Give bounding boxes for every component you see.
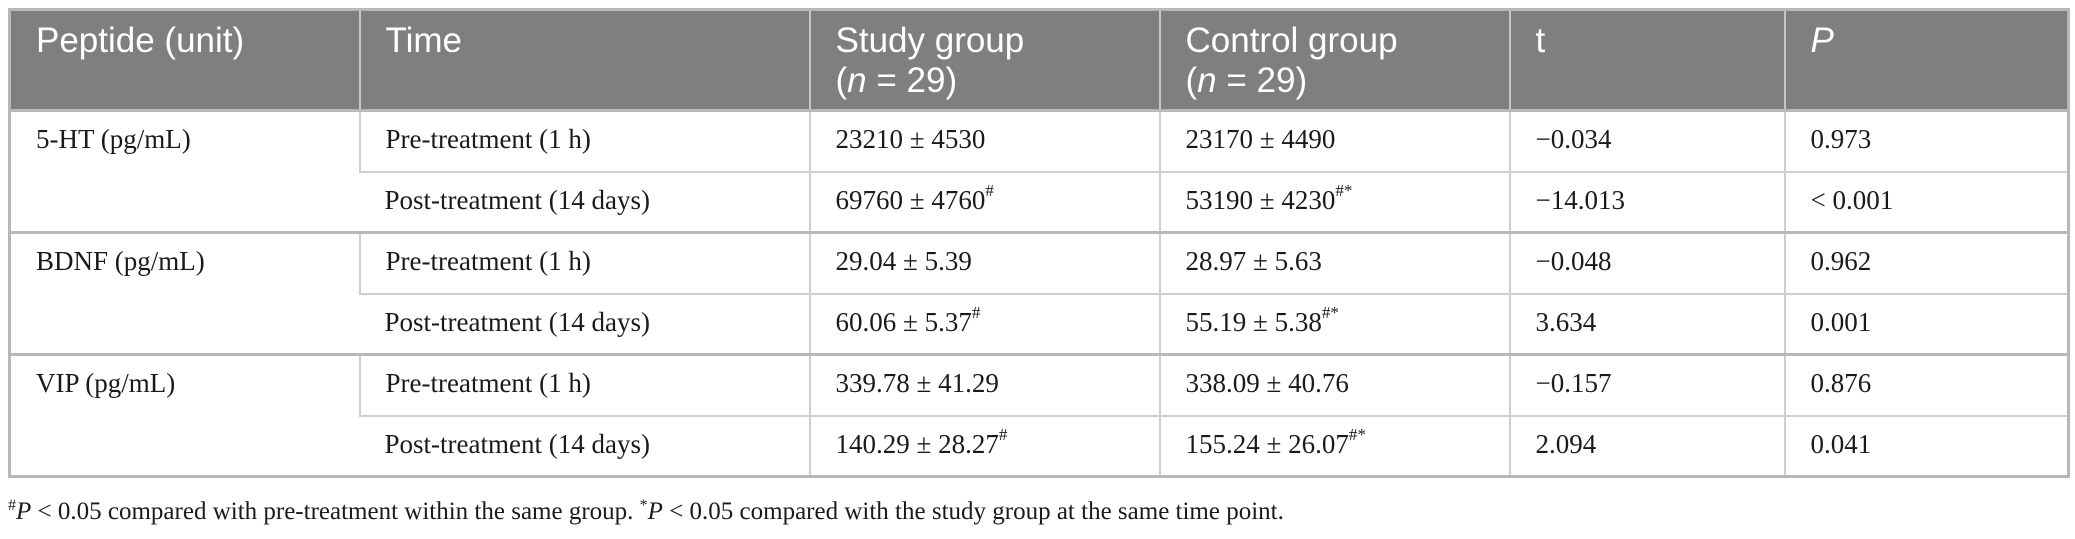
control-value-cell: 55.19 ± 5.38#* <box>1158 292 1510 355</box>
header-study-n-label: n <box>847 61 867 100</box>
footnote-star-symbol: * <box>639 497 648 514</box>
t-value-cell: −0.034 <box>1508 110 1785 172</box>
control-value-cell: 155.24 ± 26.07#* <box>1158 414 1510 477</box>
study-value-cell: 60.06 ± 5.37# <box>808 292 1160 355</box>
header-peptide: Peptide (unit) <box>9 9 360 111</box>
header-control-n-label: n <box>1197 61 1217 100</box>
header-study-open-paren: ( <box>835 61 848 100</box>
peptide-cell: BDNF (pg/mL) <box>9 231 360 355</box>
time-cell: Post-treatment (14 days) <box>359 414 810 477</box>
header-control-group: Control group (n = 29) <box>1158 9 1510 111</box>
control-value: 155.24 ± 26.07 <box>1185 428 1349 459</box>
header-control-n-value: = 29) <box>1216 61 1308 100</box>
p-value-cell: 0.876 <box>1783 353 2069 416</box>
control-value-cell: 53190 ± 4230#* <box>1158 170 1510 233</box>
table-row: BDNF (pg/mL) Pre-treatment (1 h) 29.04 ±… <box>9 231 2069 355</box>
control-value: 55.19 ± 5.38 <box>1185 306 1322 337</box>
table-body: 5-HT (pg/mL) Pre-treatment (1 h) 23210 ±… <box>9 110 2069 477</box>
footnote-p-2: P <box>647 498 663 525</box>
footnote-text-2: < 0.05 compared with the study group at … <box>662 498 1284 525</box>
control-mark: #* <box>1335 180 1353 200</box>
study-value-cell: 69760 ± 4760# <box>808 170 1160 233</box>
header-study-group: Study group (n = 29) <box>808 9 1160 111</box>
control-value-cell: 338.09 ± 40.76 <box>1158 353 1510 416</box>
p-value-cell: 0.973 <box>1783 110 2069 172</box>
control-mark: #* <box>1321 302 1339 322</box>
p-value-cell: < 0.001 <box>1783 170 2069 233</box>
table-row: Post-treatment (14 days) 69760 ± 4760# 5… <box>10 170 2069 233</box>
time-cell: Post-treatment (14 days) <box>359 170 810 233</box>
study-mark: # <box>985 180 994 200</box>
study-value: 60.06 ± 5.37 <box>835 306 972 337</box>
control-value: 338.09 ± 40.76 <box>1185 368 1349 398</box>
time-cell: Pre-treatment (1 h) <box>358 231 810 294</box>
control-value: 28.97 ± 5.63 <box>1185 246 1322 276</box>
p-value-cell: 0.041 <box>1783 414 2069 477</box>
t-value-cell: −14.013 <box>1508 170 1785 233</box>
study-value-cell: 140.29 ± 28.27# <box>808 414 1160 477</box>
header-study-n-value: = 29) <box>866 61 958 100</box>
peptide-comparison-table: Peptide (unit) Time Study group (n = 29)… <box>8 8 2070 478</box>
study-value-cell: 23210 ± 4530 <box>808 110 1160 172</box>
t-value-cell: 2.094 <box>1508 414 1785 477</box>
control-value: 23170 ± 4490 <box>1185 124 1336 154</box>
table-header: Peptide (unit) Time Study group (n = 29)… <box>9 9 2069 111</box>
header-time: Time <box>358 9 810 111</box>
control-mark: #* <box>1348 424 1366 444</box>
peptide-cell: 5-HT (pg/mL) <box>36 124 191 154</box>
header-control-open-paren: ( <box>1185 61 1198 100</box>
header-t: t <box>1508 9 1785 111</box>
table-row: Post-treatment (14 days) 140.29 ± 28.27#… <box>10 414 2069 477</box>
header-control-title: Control group <box>1185 21 1398 60</box>
header-study-title: Study group <box>835 21 1025 60</box>
t-value-cell: −0.048 <box>1508 231 1785 294</box>
study-value-cell: 29.04 ± 5.39 <box>808 231 1160 294</box>
study-value: 339.78 ± 41.29 <box>835 368 999 398</box>
data-table-container: Peptide (unit) Time Study group (n = 29)… <box>8 8 2070 478</box>
footnote-hash-symbol: # <box>8 497 16 514</box>
p-value-cell: 0.962 <box>1783 231 2069 294</box>
table-row: VIP (pg/mL) Pre-treatment (1 h) 339.78 ±… <box>9 353 2069 477</box>
time-cell: Pre-treatment (1 h) <box>358 110 810 172</box>
study-mark: # <box>998 424 1008 444</box>
table-footnote: #P < 0.05 compared with pre-treatment wi… <box>8 497 1284 526</box>
t-value-cell: −0.157 <box>1508 353 1785 416</box>
t-value-cell: 3.634 <box>1508 292 1785 355</box>
study-value: 23210 ± 4530 <box>835 124 986 154</box>
table-row: Post-treatment (14 days) 60.06 ± 5.37# 5… <box>10 292 2069 355</box>
study-value: 69760 ± 4760 <box>835 184 986 215</box>
peptide-cell: VIP (pg/mL) <box>9 353 360 477</box>
header-row: Peptide (unit) Time Study group (n = 29)… <box>9 9 2069 111</box>
study-value: 29.04 ± 5.39 <box>835 246 972 276</box>
study-value: 140.29 ± 28.27 <box>835 428 999 459</box>
time-cell: Pre-treatment (1 h) <box>358 353 810 416</box>
footnote-p-1: P <box>16 498 32 525</box>
header-p: P <box>1783 9 2069 111</box>
table-row: 5-HT (pg/mL) Pre-treatment (1 h) 23210 ±… <box>10 110 2069 172</box>
control-value-cell: 28.97 ± 5.63 <box>1158 231 1510 294</box>
study-value-cell: 339.78 ± 41.29 <box>808 353 1160 416</box>
control-value: 53190 ± 4230 <box>1185 184 1336 215</box>
time-cell: Post-treatment (14 days) <box>359 292 810 355</box>
footnote-text-1: < 0.05 compared with pre-treatment withi… <box>31 498 640 525</box>
p-value-cell: 0.001 <box>1783 292 2069 355</box>
study-mark: # <box>971 302 981 322</box>
control-value-cell: 23170 ± 4490 <box>1158 110 1510 172</box>
